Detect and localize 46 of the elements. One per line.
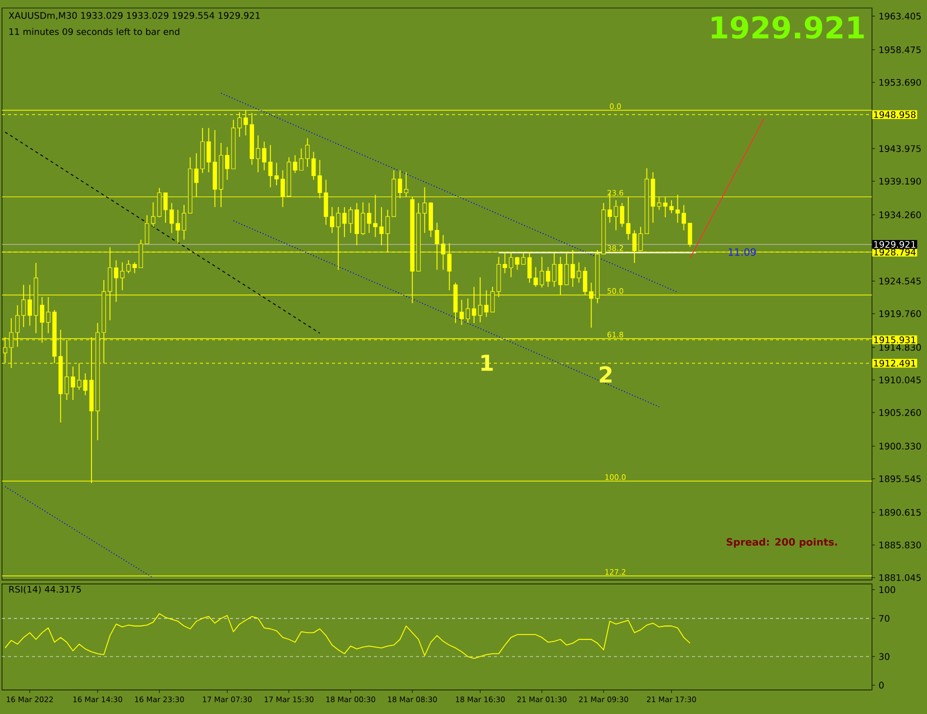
y-tick-label: 1881.045 <box>880 574 921 582</box>
annotation: 1929.921 <box>712 16 864 39</box>
annotation: Spread: 200 points. <box>726 538 837 548</box>
annotation: 11:09 <box>728 248 756 256</box>
ref-line-label: 1928.794 <box>874 248 916 256</box>
y-tick-label: 1900.330 <box>880 442 921 450</box>
y-tick-label: 0 <box>879 682 884 689</box>
ref-line-label: 1929.921 <box>874 241 916 248</box>
y-tick-label: 1934.260 <box>880 211 921 218</box>
candlestick <box>342 206 347 238</box>
ref-line-label: 1915.931 <box>874 336 916 344</box>
ref-line-label: 1912.491 <box>874 360 916 367</box>
y-tick-label: 1905.260 <box>880 409 921 416</box>
candlestick <box>182 204 186 240</box>
candlestick <box>70 366 76 400</box>
y-tick-label: 1953.690 <box>880 78 921 86</box>
candlestick <box>614 200 618 231</box>
y-tick-label: 1895.545 <box>880 475 921 482</box>
candlestick <box>126 260 131 274</box>
candlestick <box>379 206 384 246</box>
y-tick-label: 1914.830 <box>880 344 921 351</box>
y-tick-label: 1943.975 <box>880 145 921 152</box>
y-tick-label: 1963.405 <box>880 12 921 20</box>
y-tick-label: 100 <box>880 586 896 594</box>
candlestick <box>256 135 260 173</box>
candlestick <box>360 202 366 236</box>
y-tick-label: 1919.760 <box>880 310 921 318</box>
y-tick-label: 1890.615 <box>880 508 921 516</box>
candlestick <box>144 214 150 244</box>
annotation: 2 <box>600 366 612 382</box>
ref-line-label: 1948.958 <box>874 111 916 118</box>
y-tick-label: 1939.190 <box>880 178 921 185</box>
y-tick-label: 70 <box>879 614 890 622</box>
y-tick-label: 30 <box>879 653 890 660</box>
candlestick <box>688 222 692 248</box>
chart-title: XAUUSDm,M30 1933.029 1933.029 1929.554 1929.921 <box>8 12 260 20</box>
candlestick <box>305 138 310 168</box>
y-tick-label: 1924.545 <box>880 278 921 284</box>
y-tick-label: 1910.045 <box>880 376 921 384</box>
y-tick-label: 1958.475 <box>880 46 921 54</box>
chart-title: RSI(14) 44.3175 <box>9 586 81 594</box>
candlestick <box>669 200 674 214</box>
y-tick-label: 1885.830 <box>880 542 921 548</box>
text: 11 minutes 09 seconds left to bar end <box>9 28 180 36</box>
candlestick <box>546 266 550 288</box>
annotation: 1 <box>481 354 493 371</box>
